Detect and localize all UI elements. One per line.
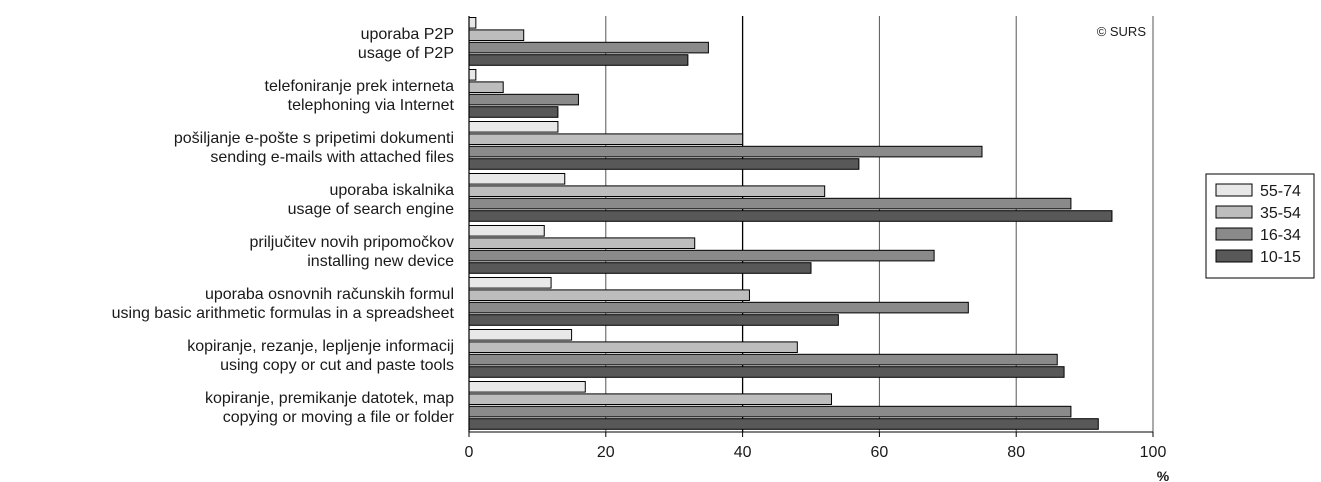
- bar-55-74-3: [468, 173, 566, 185]
- category-label: using copy or cut and paste tools: [220, 357, 454, 374]
- bar-16-34-0: [468, 41, 709, 54]
- bar-35-54-0: [468, 29, 525, 41]
- bar-55-74-2: [468, 121, 559, 133]
- legend-label: 55-74: [1260, 183, 1301, 200]
- category-label: pošiljanje e-pošte s pripetimi dokumenti: [174, 130, 454, 147]
- bar-10-15-7: [468, 418, 1099, 430]
- legend-swatch-35-54: [1215, 205, 1253, 219]
- category-label: using basic arithmetic formulas in a spr…: [112, 305, 455, 322]
- x-tick-label: 40: [734, 444, 752, 461]
- legend-label: 16-34: [1260, 227, 1301, 244]
- category-label: priljučitev novih pripomočkov: [249, 234, 454, 251]
- x-axis-unit-label: %: [1157, 468, 1170, 482]
- bar-10-15-1: [468, 106, 559, 118]
- x-tick-label: 60: [871, 444, 889, 461]
- legend-label: 10-15: [1260, 249, 1301, 266]
- category-label: copying or moving a file or folder: [223, 409, 455, 426]
- category-label: telefoniranje prek interneta: [265, 78, 455, 95]
- bar-35-54-1: [468, 81, 504, 94]
- x-tick-labels: 0 20 40 60 80 100: [465, 432, 1167, 461]
- bar-10-15-0: [468, 54, 689, 66]
- bar-35-54-4: [468, 237, 696, 249]
- category-label: telephoning via Internet: [288, 97, 455, 114]
- legend-label: 35-54: [1260, 205, 1301, 222]
- bar-10-15-3: [468, 210, 1113, 222]
- category-label: sending e-mails with attached files: [210, 149, 454, 166]
- category-label: kopiranje, premikanje datotek, map: [205, 390, 454, 407]
- copyright-label: © SURS: [1097, 24, 1147, 39]
- category-label: uporaba P2P: [361, 26, 454, 43]
- x-tick-label: 100: [1140, 444, 1167, 461]
- bar-55-74-4: [468, 225, 545, 237]
- bar-10-15-5: [468, 314, 839, 326]
- bar-35-54-5: [468, 289, 750, 301]
- x-tick-label: 20: [597, 444, 615, 461]
- bar-10-15-4: [468, 262, 812, 274]
- bar-35-54-3: [468, 185, 826, 197]
- bar-16-34-6: [468, 353, 1058, 366]
- category-label: uporaba iskalnika: [329, 182, 454, 199]
- bar-16-34-4: [468, 249, 935, 262]
- bar-35-54-2: [468, 133, 744, 145]
- bar-35-54-6: [468, 341, 798, 353]
- legend-swatch-55-74: [1215, 183, 1253, 197]
- category-label: usage of P2P: [358, 45, 454, 62]
- bar-35-54-7: [468, 393, 833, 405]
- bar-16-34-5: [468, 301, 969, 314]
- legend-swatch-10-15: [1215, 249, 1253, 263]
- bar-55-74-5: [468, 277, 552, 289]
- bar-16-34-1: [468, 93, 579, 106]
- bar-16-34-7: [468, 405, 1072, 418]
- x-tick-label: 80: [1007, 444, 1025, 461]
- legend: 55-74 35-54 16-34 10-15: [1205, 173, 1315, 279]
- bar-55-74-6: [468, 329, 573, 341]
- category-label: usage of search engine: [288, 201, 454, 218]
- legend-swatch-16-34: [1215, 227, 1253, 241]
- bar-16-34-3: [468, 197, 1072, 210]
- bars: [468, 17, 1113, 430]
- category-label: kopiranje, rezanje, lepljenje informacij: [187, 338, 454, 355]
- bar-10-15-6: [468, 366, 1065, 378]
- category-labels: uporaba P2P usage of P2P telefoniranje pre…: [112, 26, 455, 426]
- axes: [468, 16, 1153, 433]
- bar-10-15-2: [468, 158, 860, 170]
- category-label: uporaba osnovnih računskih formul: [205, 286, 454, 303]
- category-label: installing new device: [307, 253, 454, 270]
- x-tick-label: 0: [465, 444, 474, 461]
- bar-55-74-1: [468, 69, 477, 81]
- bar-55-74-0: [468, 17, 477, 29]
- bar-55-74-7: [468, 381, 586, 393]
- bar-16-34-2: [468, 145, 983, 158]
